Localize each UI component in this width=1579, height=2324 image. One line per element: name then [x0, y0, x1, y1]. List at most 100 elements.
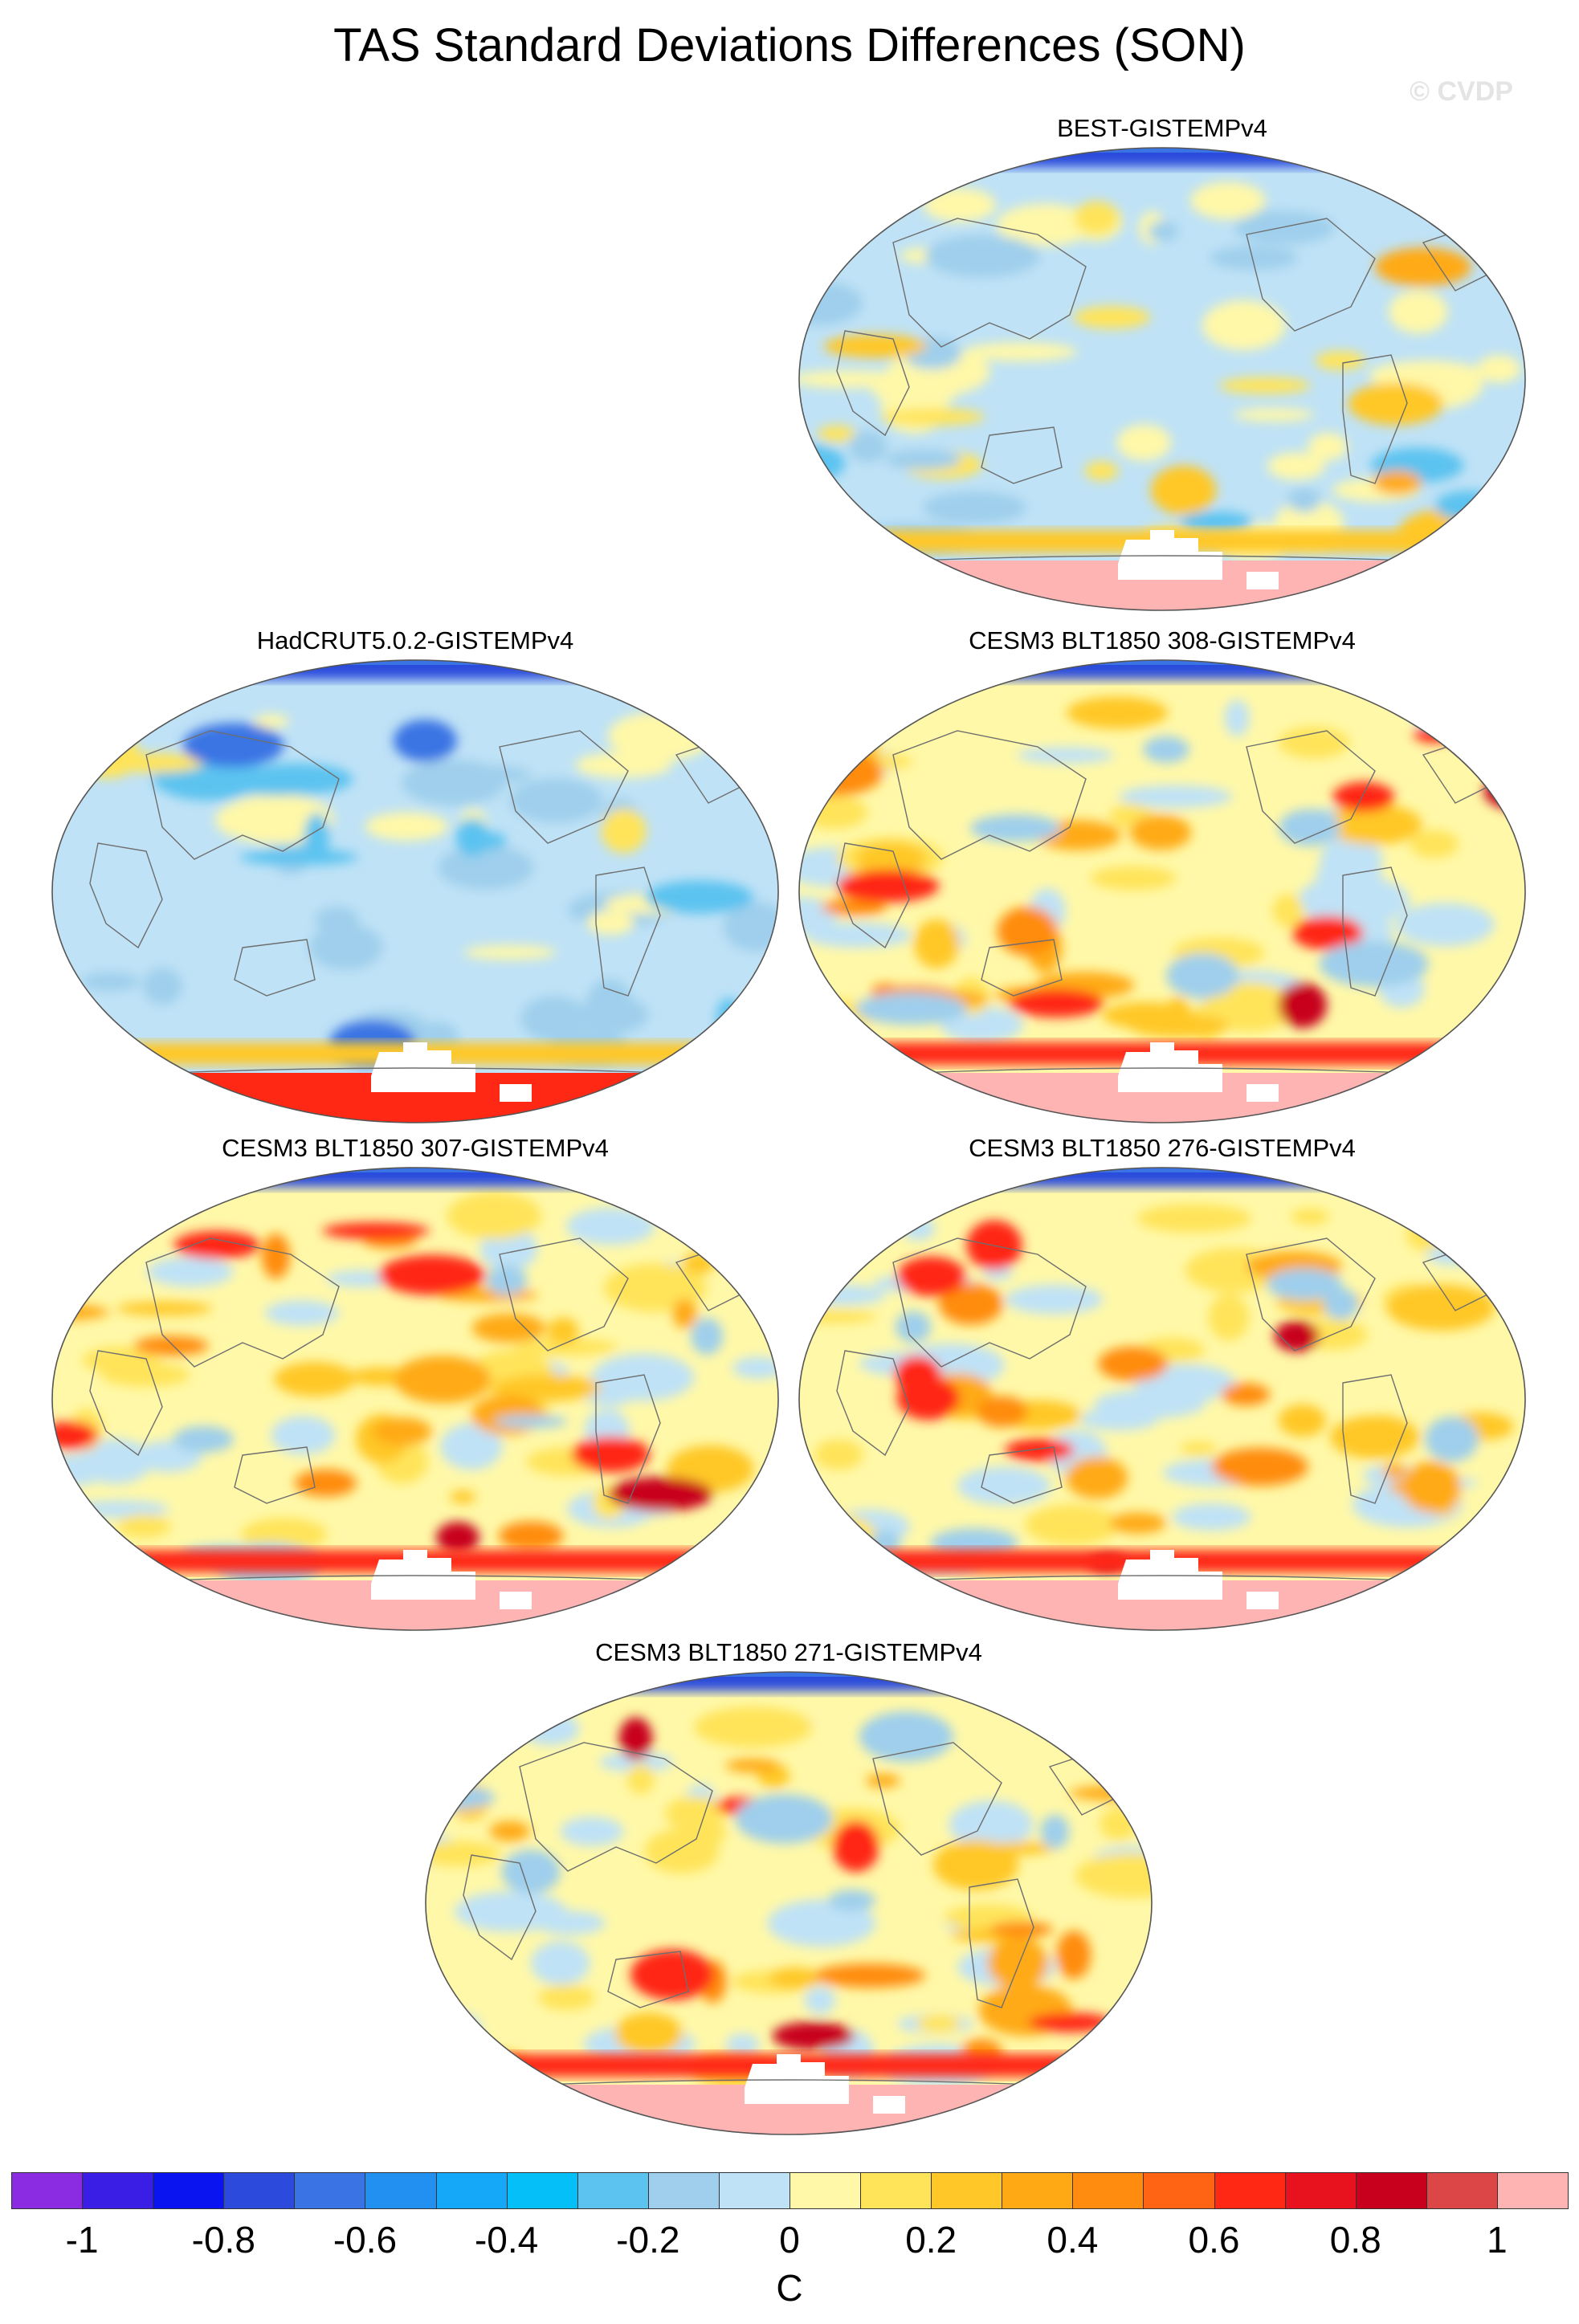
anomaly-blob [304, 813, 329, 861]
map-border [798, 1167, 1526, 1631]
colorbar-unit-label: C [776, 2267, 803, 2309]
anomaly-blob [732, 1356, 778, 1379]
missing-data-mask [941, 1600, 965, 1614]
map-border [425, 1671, 1153, 2135]
anomaly-blob [1402, 1462, 1461, 1513]
anomaly-blob [498, 1521, 564, 1551]
missing-data-mask [500, 1084, 532, 1102]
anomaly-blob [716, 997, 742, 1039]
anomaly-blob [799, 277, 823, 305]
colorbar-swatch [1496, 2172, 1569, 2209]
anomaly-blob [1267, 1268, 1343, 1301]
colorbar-tick-label: -0.6 [333, 2219, 398, 2261]
anomaly-blob [1290, 1208, 1330, 1225]
colorbar-swatch [1355, 2172, 1427, 2209]
map-panel-cesm3-271: CESM3 BLT1850 271-GISTEMPv4 [423, 1638, 1154, 2136]
coastline [145, 730, 340, 860]
anomaly-blob [1166, 953, 1239, 998]
anomaly-blob [1278, 726, 1350, 759]
map-panel-cesm3-276: CESM3 BLT1850 276-GISTEMPv4 [797, 1134, 1528, 1632]
anomaly-blob [52, 694, 132, 739]
coastline [89, 1350, 163, 1457]
anomaly-blob [1179, 512, 1254, 534]
panel-title: CESM3 BLT1850 276-GISTEMPv4 [969, 1134, 1356, 1162]
anomaly-blob [471, 1394, 545, 1435]
missing-data-mask [1246, 572, 1279, 589]
anomaly-blob [963, 342, 1078, 361]
anomaly-blob [1084, 461, 1119, 481]
anomaly-blob [471, 1313, 546, 1343]
anomaly-blob [976, 1396, 1028, 1428]
anomaly-blob [1040, 1814, 1070, 1849]
missing-data-mask [371, 1550, 475, 1600]
anomaly-blob [896, 1256, 966, 1296]
colorbar-swatch [718, 2172, 790, 2209]
colorbar-swatch [153, 2172, 225, 2209]
anomaly-blob [799, 370, 908, 389]
colorbar-tick-label: -0.2 [616, 2219, 680, 2261]
missing-data-mask [1118, 1042, 1222, 1092]
anomaly-blob [689, 718, 761, 735]
coastline [1342, 1374, 1408, 1504]
anomaly-blob [1233, 408, 1315, 422]
coastline [234, 939, 316, 997]
anomaly-blob [735, 1794, 833, 1844]
anomaly-blob [924, 234, 1040, 278]
anomaly-blob [1434, 491, 1502, 521]
anomaly-blob [799, 1519, 854, 1539]
anomaly-blob [1190, 181, 1266, 220]
colorbar-swatch [790, 2172, 862, 2209]
anomaly-blob [509, 778, 603, 823]
anomaly-blob [455, 817, 489, 857]
anomaly-blob [463, 945, 557, 960]
coastline [234, 1446, 316, 1504]
anomaly-blob [772, 2021, 855, 2050]
coastline [872, 1742, 1002, 1856]
colorbar-swatch [1214, 2172, 1286, 2209]
colorbar-swatch [1002, 2172, 1074, 2209]
coastline [969, 1878, 1034, 2008]
anomaly-blob [520, 996, 588, 1042]
missing-data-mask [371, 1042, 475, 1092]
anomaly-blob [601, 809, 647, 854]
anomaly-blob [426, 1709, 487, 1731]
anomaly-blob [804, 922, 912, 948]
world-map [425, 1671, 1153, 2135]
coastline [1342, 354, 1408, 484]
anomaly-blob [814, 1963, 926, 1988]
coastline [892, 730, 1087, 860]
anomaly-blob [426, 2010, 482, 2048]
anomaly-blob [1234, 210, 1335, 245]
anomaly-blob [1009, 989, 1104, 1017]
anomaly-blob [1017, 747, 1115, 764]
missing-data-mask [568, 2104, 592, 2118]
coastline [1246, 1237, 1376, 1352]
coastline [463, 1854, 537, 1961]
anomaly-blob [440, 1423, 503, 1470]
colorbar-swatch [506, 2172, 578, 2209]
anomaly-blob [587, 910, 634, 936]
anomaly-blob [442, 765, 532, 784]
coastline [145, 1237, 340, 1368]
colorbar-tick-label: -0.8 [191, 2219, 255, 2261]
anomaly-blob [182, 723, 284, 768]
anomaly-blob [799, 1284, 886, 1306]
anomaly-blob [592, 1353, 695, 1401]
anomaly-blob [531, 1941, 590, 1985]
anomaly-blob [1374, 247, 1471, 287]
world-map [51, 1167, 779, 1631]
arctic-core [584, 1672, 985, 1677]
anomaly-blob [274, 1361, 356, 1396]
anomaly-blob [1202, 981, 1296, 1033]
map-panel-best: BEST-GISTEMPv4 [797, 114, 1528, 612]
anomaly-blob [1287, 487, 1321, 512]
anomaly-blob [560, 1816, 624, 1846]
map-border [798, 147, 1526, 611]
coastline [519, 1742, 713, 1872]
anomaly-blob [1308, 432, 1348, 461]
anomaly-blob [814, 1439, 863, 1470]
anomaly-blob [718, 1017, 749, 1067]
anomaly-blob [913, 919, 960, 968]
colorbar-tick-label: 0.4 [1047, 2219, 1099, 2261]
anomaly-blob [1136, 1204, 1252, 1233]
